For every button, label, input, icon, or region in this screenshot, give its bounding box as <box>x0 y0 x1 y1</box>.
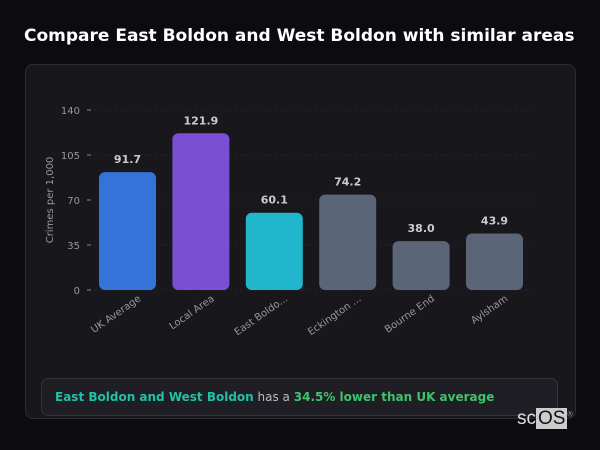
page-title: Compare East Boldon and West Boldon with… <box>24 26 575 46</box>
x-tick-label: Bourne End <box>383 293 437 335</box>
bar-value-label: 121.9 <box>184 114 219 127</box>
y-tick-label: 140 <box>61 106 80 117</box>
bar-chart: 0 35 70 105 140 Crimes per 1,000 91.7 UK Averag… <box>45 106 535 338</box>
x-tick-label: Aylsham <box>469 293 510 326</box>
bar-value-label: 43.9 <box>481 215 508 228</box>
x-tick-label: East Boldo... <box>233 293 290 338</box>
summary-box: East Boldon and West Boldon has a 34.5% … <box>41 378 558 416</box>
bar <box>319 194 377 290</box>
x-tick-label: UK Average <box>89 293 143 335</box>
x-tick-label: Eckington ... <box>306 293 363 338</box>
bar-value-label: 74.2 <box>334 176 361 189</box>
bar <box>466 233 523 290</box>
bar <box>245 212 303 290</box>
summary-place: East Boldon and West Boldon <box>55 390 254 404</box>
summary-stat: 34.5% lower than UK average <box>293 390 495 404</box>
bar <box>99 172 156 290</box>
bar-value-label: 91.7 <box>114 153 141 166</box>
bar <box>392 241 450 290</box>
y-tick-label: 105 <box>61 151 80 162</box>
watermark-logo: sc OS ® <box>517 408 573 429</box>
bar <box>172 133 230 290</box>
bar-value-label: 60.1 <box>261 194 288 207</box>
y-axis-label: Crimes per 1,000 <box>45 157 56 244</box>
y-tick-label: 35 <box>67 241 80 252</box>
x-tick-label: Local Area <box>168 293 217 332</box>
summary-mid: has a <box>257 390 290 404</box>
y-tick-label: 70 <box>67 196 80 207</box>
bar-value-label: 38.0 <box>408 222 435 235</box>
y-tick-label: 0 <box>74 286 80 297</box>
